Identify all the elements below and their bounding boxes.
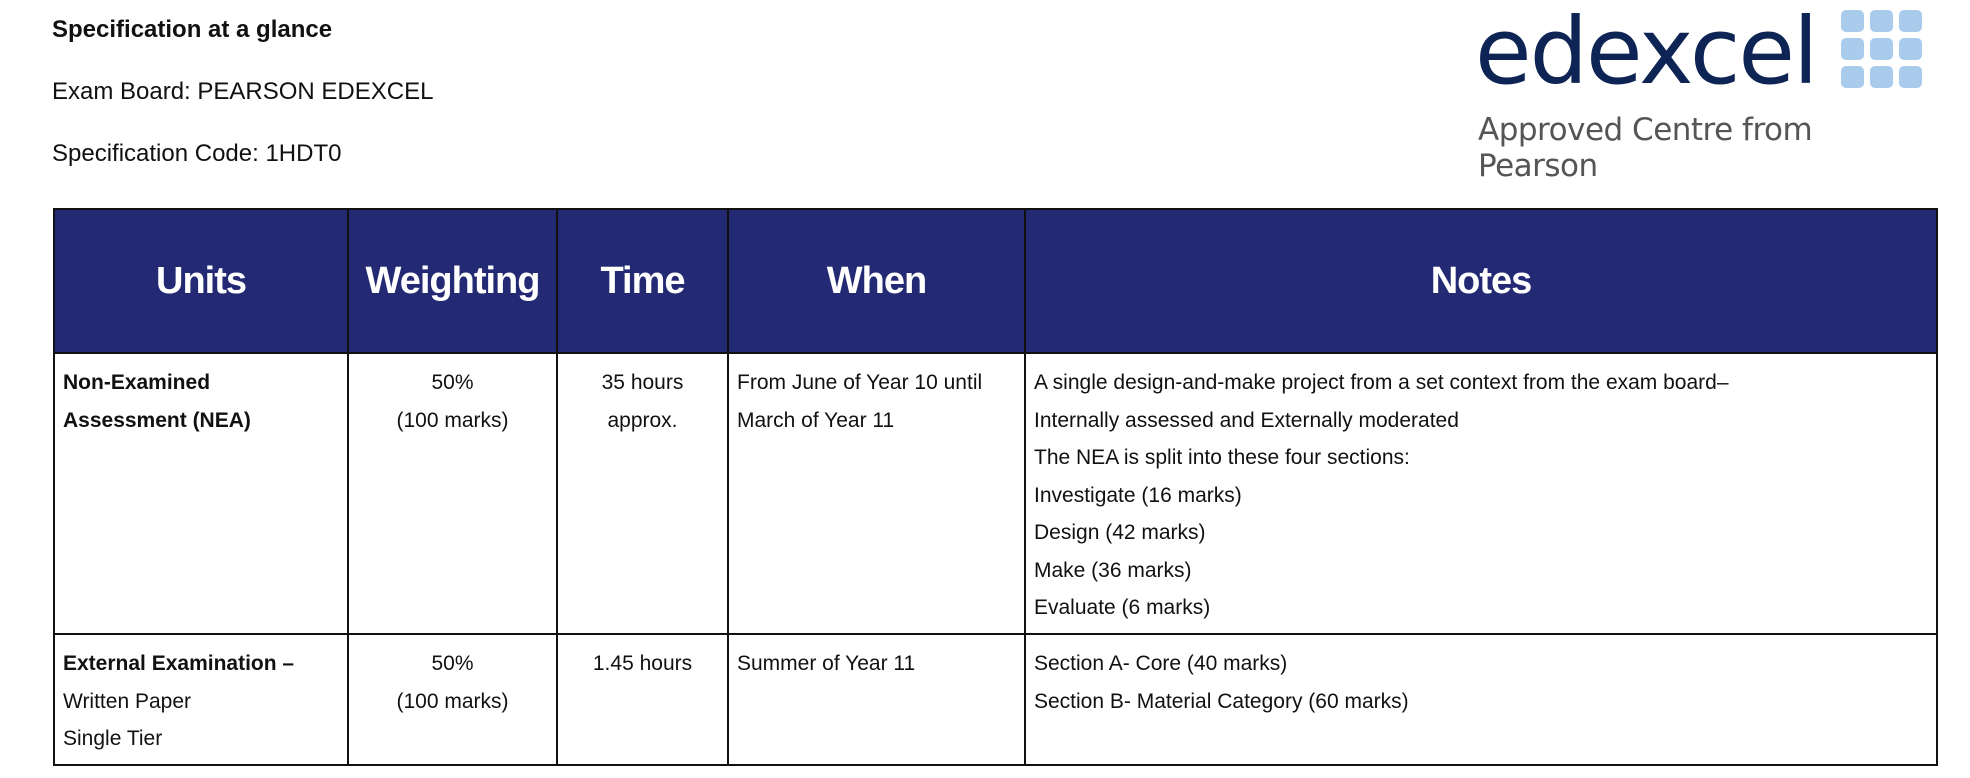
notes-line: The NEA is split into these four section… [1034, 446, 1410, 469]
when-line: From June of Year 10 until [737, 371, 983, 394]
notes-line: Section B- Material Category (60 marks) [1034, 689, 1409, 713]
weighting-line: 50% [431, 371, 474, 394]
logo-squares-icon [1841, 10, 1922, 88]
notes-line: Design (42 marks) [1034, 521, 1206, 544]
when-line: Summer of Year 11 [737, 652, 916, 675]
time-line: 1.45 hours [592, 652, 693, 675]
column-header: Weighting [347, 208, 558, 354]
unit-line: Assessment (NEA) [63, 408, 251, 432]
notes-line: Section A- Core (40 marks) [1034, 652, 1288, 675]
weighting-line: (100 marks) [396, 689, 509, 713]
table-row: External Examination – Written Paper Singl… [53, 633, 1938, 766]
notes-line: Evaluate (6 marks) [1034, 596, 1211, 619]
weighting-line: (100 marks) [396, 408, 509, 432]
cell-unit: Non-Examined Assessment (NEA) [53, 352, 349, 635]
specification-table: Units Weighting Time When Notes Non-Exam… [53, 208, 1938, 766]
cell-notes: Section A- Core (40 marks) Section B- Mat… [1024, 633, 1938, 766]
notes-line: Make (36 marks) [1034, 558, 1192, 582]
weighting-line: 50% [431, 652, 474, 675]
column-header: Time [556, 208, 729, 354]
notes-line: Internally assessed and Externally moder… [1034, 408, 1459, 432]
table-row: Non-Examined Assessment (NEA) 50% (100 mark… [53, 352, 1938, 635]
cell-when: Summer of Year 11 [727, 633, 1026, 766]
unit-line: Non-Examined [63, 371, 211, 394]
specification-code: Specification Code: 1HDT0 [52, 140, 342, 167]
time-line: approx. [607, 408, 678, 432]
exam-board: Exam Board: PEARSON EDEXCEL [52, 78, 434, 105]
column-header: Units [53, 208, 349, 354]
cell-when: From June of Year 10 until March of Year … [727, 352, 1026, 635]
unit-line: External Examination – [63, 652, 295, 675]
unit-line: Single Tier [63, 727, 163, 750]
cell-weighting: 50% (100 marks) [347, 633, 558, 766]
column-header: When [727, 208, 1026, 354]
logo-wordmark: edexcel [1475, 0, 1819, 105]
time-line: 35 hours [601, 371, 684, 394]
unit-line: Written Paper [63, 689, 191, 713]
notes-line: Investigate (16 marks) [1034, 483, 1242, 507]
when-line: March of Year 11 [737, 408, 895, 432]
page-title: Specification at a glance [52, 16, 333, 43]
cell-time: 35 hours approx. [556, 352, 729, 635]
cell-notes: A single design-and-make project from a … [1024, 352, 1938, 635]
notes-line: A single design-and-make project from a … [1034, 371, 1729, 394]
column-header: Notes [1024, 208, 1938, 354]
cell-unit: External Examination – Written Paper Singl… [53, 633, 349, 766]
cell-weighting: 50% (100 marks) [347, 352, 558, 635]
logo-subtitle: Approved Centre from Pearson [1478, 112, 1813, 184]
edexcel-logo: edexcel Approved Centre from Pearson [1470, 0, 1940, 184]
cell-time: 1.45 hours [556, 633, 729, 766]
table-header-row: Units Weighting Time When Notes [53, 208, 1938, 354]
